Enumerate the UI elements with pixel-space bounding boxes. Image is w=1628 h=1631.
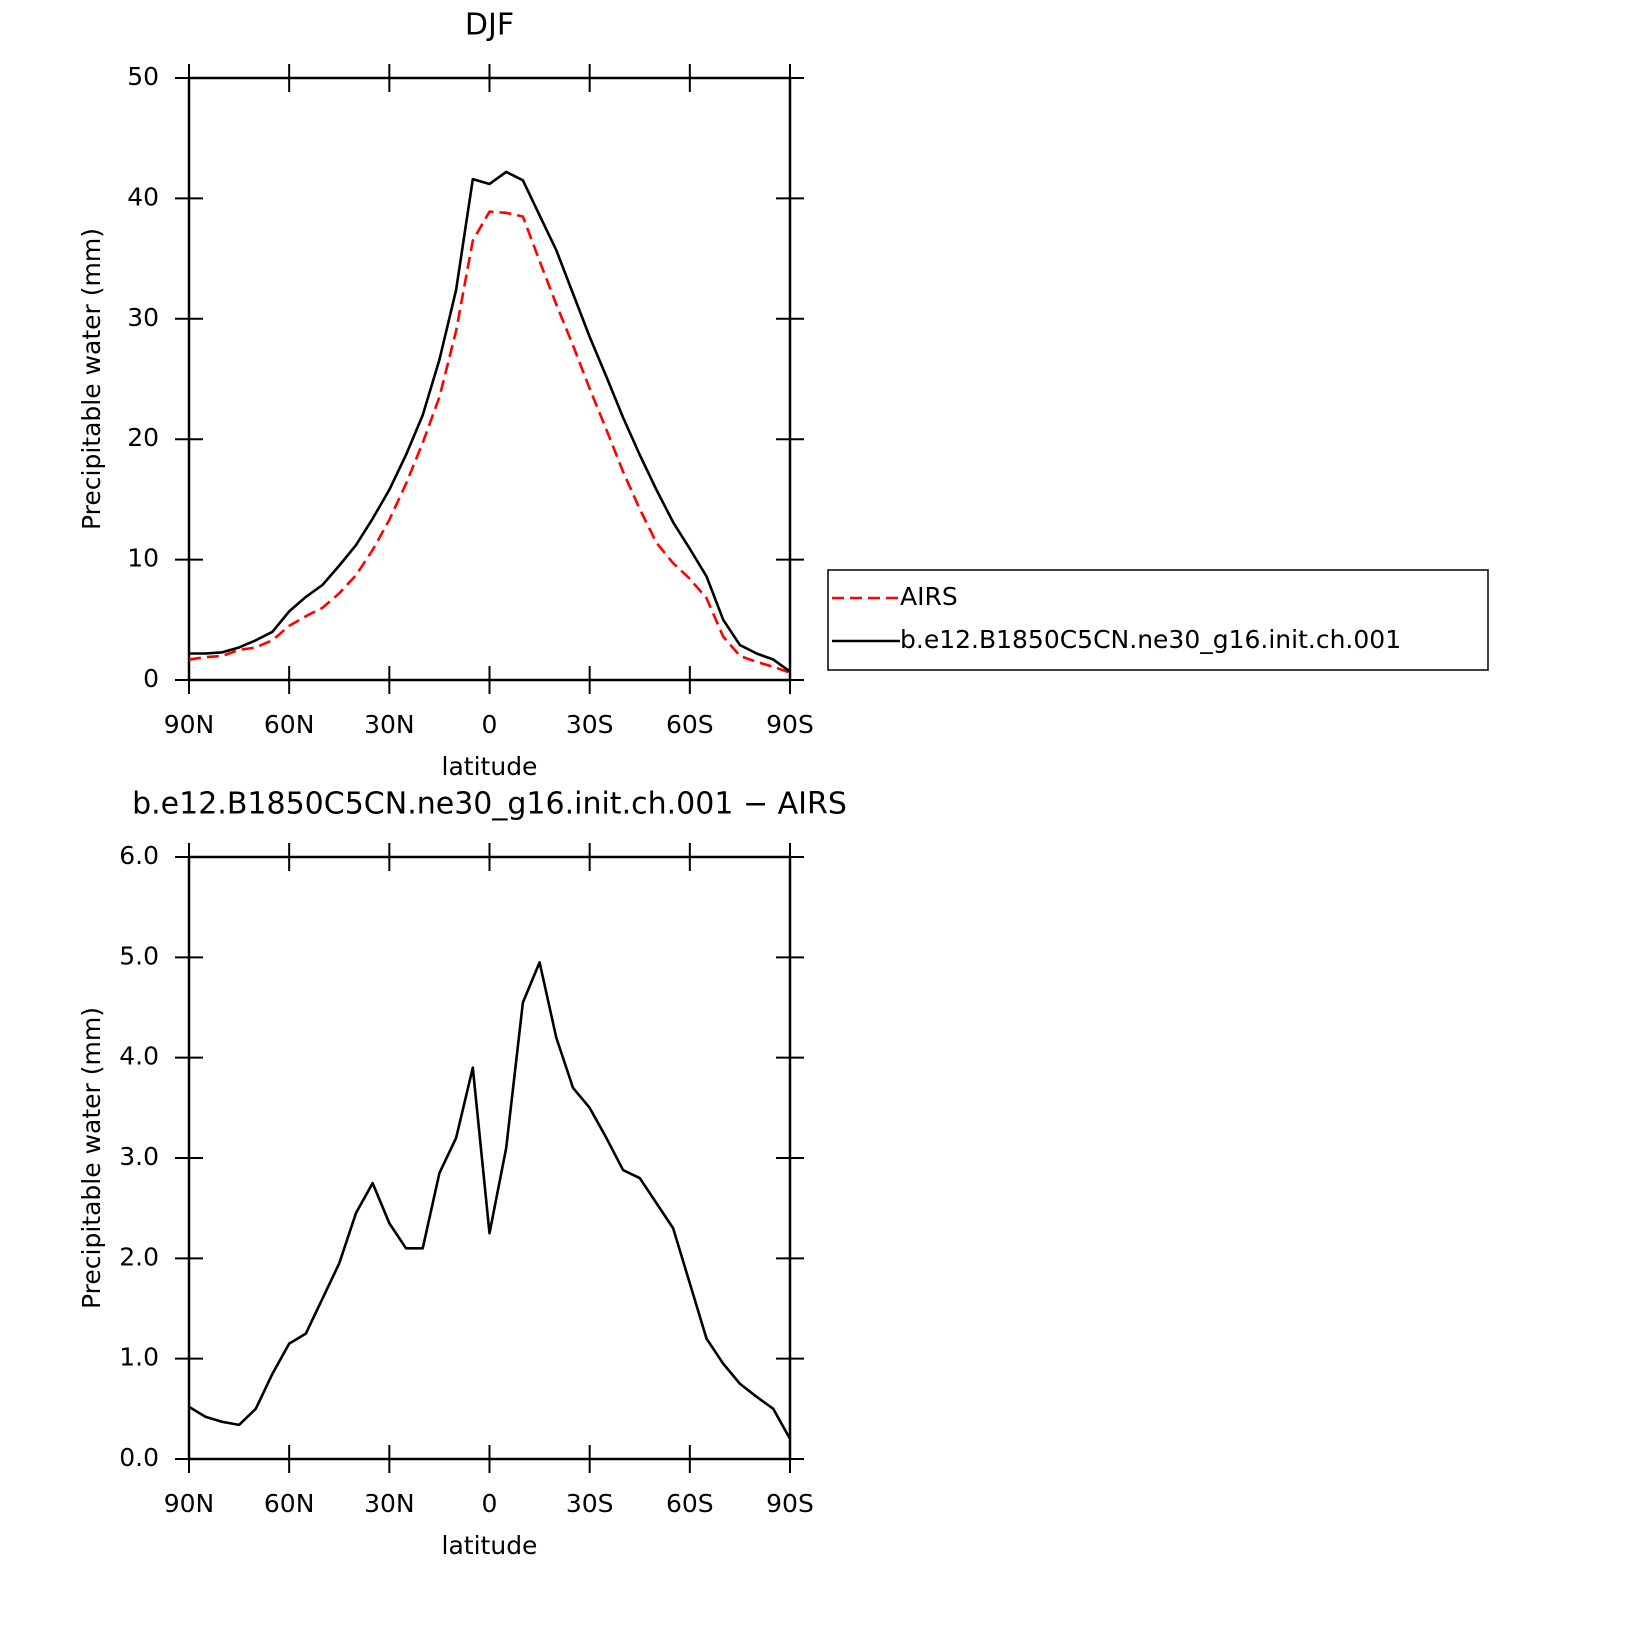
x-tick-label: 0 <box>482 1489 498 1518</box>
legend-box <box>827 569 1489 671</box>
y-axis-label: Precipitable water (mm) <box>77 228 106 530</box>
x-tick-label: 60S <box>666 1489 714 1518</box>
y-tick-label: 0.0 <box>119 1443 159 1472</box>
legend-label: b.e12.B1850C5CN.ne30_g16.init.ch.001 <box>900 625 1401 654</box>
x-tick-label: 60N <box>264 710 315 739</box>
chart-title: DJF <box>465 8 514 43</box>
x-tick-label: 60S <box>666 710 714 739</box>
y-tick-label: 0 <box>143 664 159 693</box>
y-tick-label: 40 <box>127 182 159 211</box>
x-tick-label: 30S <box>566 710 614 739</box>
chart-title: b.e12.B1850C5CN.ne30_g16.init.ch.001 − A… <box>132 787 847 822</box>
y-tick-label: 4.0 <box>119 1042 159 1071</box>
x-tick-label: 90S <box>766 1489 814 1518</box>
x-axis-label: latitude <box>442 752 538 781</box>
y-tick-label: 3.0 <box>119 1142 159 1171</box>
x-tick-label: 60N <box>264 1489 315 1518</box>
x-tick-label: 90N <box>164 1489 215 1518</box>
legend-label: AIRS <box>900 582 958 611</box>
x-tick-label: 30N <box>364 1489 415 1518</box>
y-tick-label: 6.0 <box>119 841 159 870</box>
x-tick-label: 30S <box>566 1489 614 1518</box>
data-line <box>189 170 791 673</box>
data-line <box>188 961 792 1440</box>
y-tick-label: 10 <box>127 544 159 573</box>
x-tick-label: 90S <box>766 710 814 739</box>
y-tick-label: 20 <box>127 423 159 452</box>
y-tick-label: 30 <box>127 303 159 332</box>
x-tick-label: 90N <box>164 710 215 739</box>
x-tick-label: 0 <box>482 710 498 739</box>
x-axis-label: latitude <box>442 1531 538 1560</box>
x-tick-label: 30N <box>364 710 415 739</box>
y-tick-label: 50 <box>127 62 159 91</box>
y-tick-label: 2.0 <box>119 1242 159 1271</box>
plot-frame <box>187 855 792 1461</box>
data-line <box>188 210 791 675</box>
y-tick-label: 1.0 <box>119 1343 159 1372</box>
y-tick-label: 5.0 <box>119 941 159 970</box>
y-axis-label: Precipitable water (mm) <box>77 1007 106 1309</box>
